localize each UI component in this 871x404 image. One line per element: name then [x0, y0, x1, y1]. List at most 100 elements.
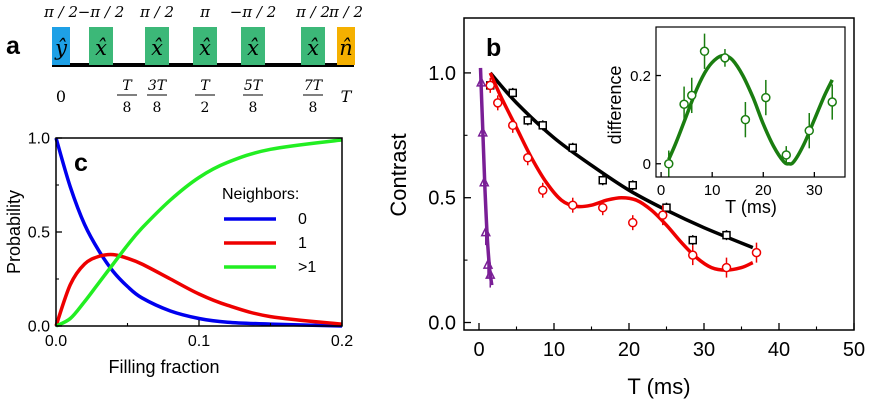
- inset-fit: [667, 53, 834, 166]
- panel-c-frame: [55, 137, 343, 327]
- panel-b-xtick-label-1: 10: [543, 339, 565, 361]
- inset-ylabel: difference: [605, 66, 625, 145]
- legend-title: Neighbors:: [222, 186, 299, 203]
- panel-b-chart: 0 10 20 30 40 50 0.0 0.5 1.0 b T (ms) Contrast 0…: [386, 17, 865, 399]
- time-label-den-3: 2: [201, 100, 210, 116]
- panel-b-point-1-9: [688, 250, 698, 260]
- pulse-axis-2: x̂: [151, 36, 163, 60]
- panel-b-point-0-9: [722, 230, 731, 240]
- panel-b-point-1-2: [508, 120, 518, 131]
- panel-b-xtick-label-2: 20: [618, 339, 640, 361]
- panel-b-fit-0: [488, 71, 754, 250]
- legend-label-2: >1: [298, 259, 316, 276]
- panel-c-ytick-label-1: 0.5: [28, 225, 50, 242]
- panel-b-point-0-3: [538, 121, 547, 130]
- pulse-block-2: [145, 27, 169, 65]
- panel-b-point-0-4: [568, 143, 577, 153]
- pulse-block-0: [52, 27, 70, 65]
- panel-b-ytick-label-2: 1.0: [428, 63, 456, 85]
- pulse-axis-0: ŷ: [54, 36, 68, 60]
- panel-c-xtick-label-1: 0.1: [188, 333, 210, 350]
- pulse-axis-1: x̂: [95, 36, 107, 60]
- panel-b-point-1-5: [568, 200, 578, 210]
- panel-b-data: [476, 67, 762, 288]
- panel-c-ytick-label-0: 0.0: [28, 319, 50, 336]
- panel-c-curve-2: [55, 138, 343, 328]
- pulse-phase-3: π: [199, 3, 211, 21]
- pulse-phase-0: π / 2: [43, 3, 78, 21]
- panel-b-xtick-label-4: 40: [768, 339, 790, 361]
- pulse-blocks: ŷ π / 2 x̂ −π / 2 x̂ π / 2 x̂ π x̂ −π / 2 x̂ π / 2 n…: [43, 3, 363, 65]
- panel-c-xtick-label-2: 0.2: [331, 333, 353, 350]
- legend-label-1: 1: [298, 235, 307, 252]
- pulse-axis-3: x̂: [199, 36, 211, 60]
- time-label-num-4: 5T: [244, 78, 264, 94]
- inset-chart: 0 10 20 30 0 0.2 T (ms) difference: [605, 26, 846, 217]
- pulse-block-5: [301, 27, 325, 65]
- time-label-num-3: T: [200, 78, 211, 94]
- inset-ticks: 0 10 20 30 0 0.2: [630, 68, 823, 199]
- pulse-axis-4: x̂: [247, 36, 259, 60]
- pulse-axis-5: x̂: [307, 36, 319, 60]
- time-label-den-4: 8: [249, 100, 258, 116]
- panel-c-xlabel: Filling fraction: [108, 357, 219, 377]
- panel-a-letter: a: [6, 32, 21, 60]
- pulse-time-labels: 0 T 8 3T 8 T 2 5T 8 7T 8 T: [56, 78, 353, 116]
- panel-b-point-1-4: [538, 185, 548, 195]
- time-label-den-5: 8: [309, 100, 318, 116]
- panel-b-frame: [463, 17, 855, 331]
- panel-c-curves: [54, 137, 343, 328]
- panel-b-point-2-5: [485, 268, 496, 279]
- panel-b-point-1-6: [598, 202, 608, 213]
- panel-c-letter: c: [74, 149, 88, 177]
- pulse-phase-4: −π / 2: [230, 3, 277, 21]
- panel-b-point-0-2: [523, 116, 532, 125]
- panel-b-point-1-0: [485, 80, 495, 91]
- pulse-axis-6: n̂: [339, 36, 353, 60]
- panel-b-point-0-7: [662, 203, 671, 212]
- panel-b-point-1-8: [658, 210, 668, 220]
- inset-xlabel: T (ms): [725, 197, 777, 217]
- inset-point-3: [699, 46, 710, 57]
- panel-c-curve-0: [54, 137, 343, 328]
- pulse-phase-5: π / 2: [295, 3, 330, 21]
- time-label-num-2: 3T: [148, 78, 168, 94]
- panel-b-ytick-label-0: 0.0: [428, 313, 456, 335]
- pulse-block-4: [241, 27, 265, 65]
- panel-b-point-2-3: [480, 225, 491, 237]
- panel-b-point-2-1: [477, 126, 488, 137]
- pulse-block-6: [337, 27, 355, 65]
- inset-data: [664, 33, 837, 177]
- inset-point-2: [687, 90, 697, 101]
- time-label-num-1: T: [122, 78, 133, 94]
- panel-c-legend: Neighbors: 0 1 >1: [222, 186, 316, 276]
- panel-b-xtick-label-5: 50: [843, 339, 865, 361]
- inset-point-8: [804, 125, 814, 136]
- panel-c-ytick-label-2: 1.0: [28, 131, 50, 148]
- panel-c-ylabel: Probability: [4, 190, 24, 274]
- panel-b-xtick-label-0: 0: [473, 339, 484, 361]
- legend-label-0: 0: [298, 211, 307, 228]
- pulse-block-3: [193, 27, 217, 65]
- pulse-block-1: [89, 27, 113, 65]
- inset-point-5: [740, 114, 751, 125]
- panel-c-curve-1: [54, 252, 343, 327]
- inset-ytick-label-1: 0.2: [630, 68, 651, 85]
- panel-b-point-1-11: [751, 247, 762, 258]
- inset-point-9: [827, 97, 837, 107]
- time-label-6: T: [341, 87, 353, 106]
- panel-b-fit-2: [478, 67, 494, 286]
- inset-ytick-label-0: 0: [643, 156, 651, 173]
- panel-b-point-2-0: [476, 76, 487, 87]
- panel-c-chart: 0.0 0.1 0.2 0.0 0.5 1.0 c Filling fraction Pr…: [4, 131, 353, 377]
- pulse-phase-6: π / 2: [328, 3, 363, 21]
- panel-a-pulse-sequence: a ŷ π / 2 x̂ −π / 2 x̂ π / 2 x̂ π x̂ −π / 2 x̂ π / …: [6, 3, 363, 116]
- pulse-phase-1: −π / 2: [78, 3, 125, 21]
- time-label-den-1: 8: [123, 100, 132, 116]
- panel-b-point-0-1: [508, 88, 517, 98]
- panel-b-point-0-6: [628, 180, 637, 190]
- inset-point-7: [781, 150, 792, 160]
- panel-b-xlabel: T (ms): [627, 374, 690, 399]
- panel-b-ticks: 0 10 20 30 40 50 0.0 0.5 1.0: [428, 63, 865, 361]
- panel-b-point-1-3: [523, 153, 533, 163]
